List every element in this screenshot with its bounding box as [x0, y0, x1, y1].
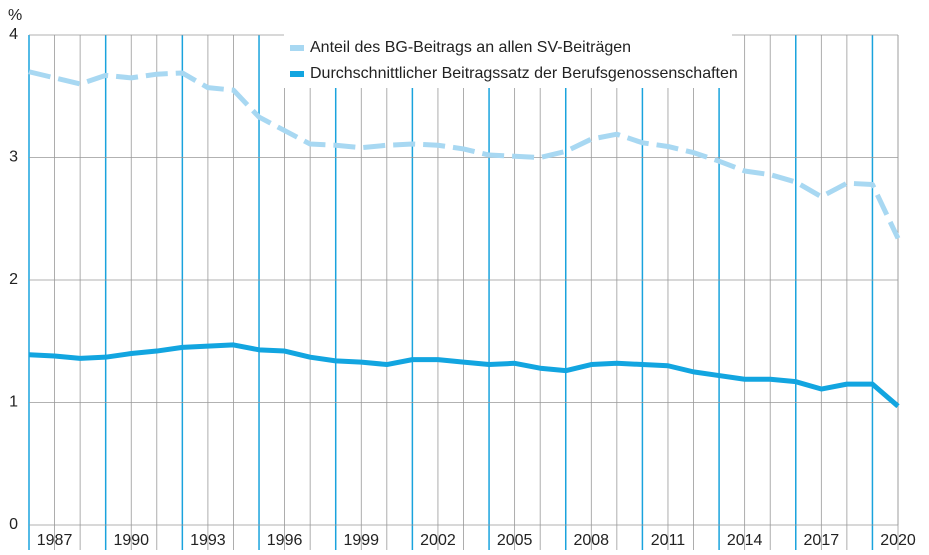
x-tick-label: 2005: [497, 532, 533, 549]
y-tick-label: 2: [9, 271, 18, 288]
x-tick-label: 1996: [267, 532, 303, 549]
legend-box: [284, 34, 732, 88]
y-tick-label: 4: [9, 26, 18, 43]
x-tick-label: 1990: [113, 532, 149, 549]
x-tick-label: 1999: [343, 532, 379, 549]
line-series: [28, 342, 900, 409]
legend-label: Anteil des BG-Beitrags an allen SV-Beitr…: [310, 39, 631, 56]
x-tick-label: 2008: [573, 532, 609, 549]
x-tick-label: 2020: [880, 532, 916, 549]
legend-label: Durchschnittlicher Beitragssatz der Beru…: [310, 65, 738, 82]
x-tick-label: 2017: [804, 532, 840, 549]
y-tick-label: 0: [9, 516, 18, 533]
line-series: [28, 69, 901, 240]
y-tick-label: 3: [9, 149, 18, 166]
x-tick-label: 2002: [420, 532, 456, 549]
y-axis-label: %: [8, 7, 22, 24]
y-tick-label: 1: [9, 394, 18, 411]
x-tick-label: 1987: [37, 532, 73, 549]
x-tick-label: 1993: [190, 532, 226, 549]
x-tick-label: 2014: [727, 532, 763, 549]
x-tick-label: 2011: [651, 532, 686, 549]
